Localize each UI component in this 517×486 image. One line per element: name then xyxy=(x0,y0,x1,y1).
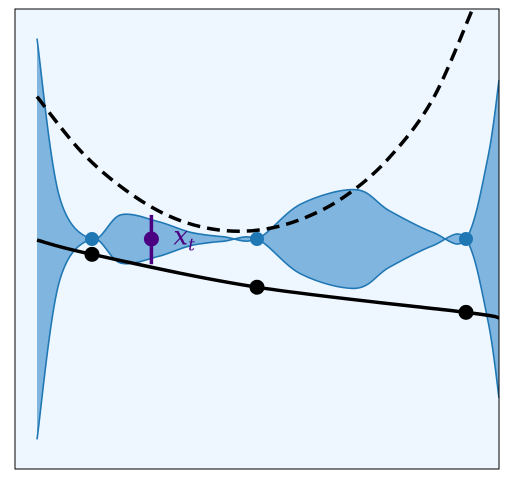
plot-frame xyxy=(14,8,500,470)
upper-bound-dashed-curve xyxy=(35,9,475,233)
anchor-point xyxy=(459,232,473,246)
mean-points xyxy=(84,246,474,320)
xt-base: x xyxy=(173,221,188,251)
xt-annotation: xt xyxy=(173,221,195,255)
mean-point xyxy=(84,246,100,262)
anchor-points xyxy=(85,232,473,246)
anchor-point xyxy=(85,232,99,246)
xt-subscript: t xyxy=(188,235,195,255)
uncertainty-band xyxy=(37,38,499,440)
mean-point xyxy=(249,279,265,295)
anchor-point xyxy=(250,232,264,246)
marker-point xyxy=(143,231,159,247)
mean-point xyxy=(458,304,474,320)
